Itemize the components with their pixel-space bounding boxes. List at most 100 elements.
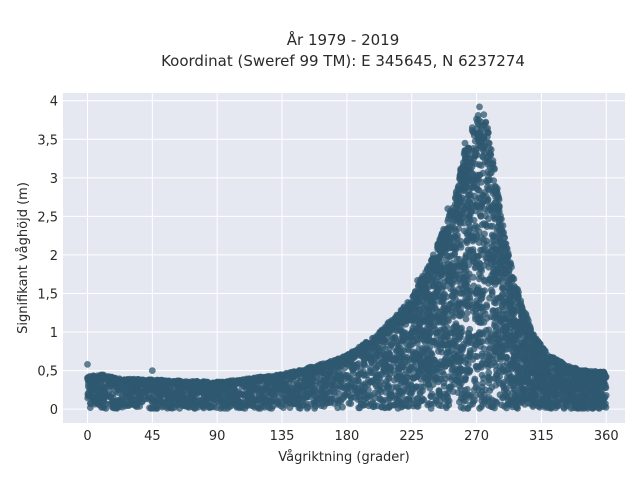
data-point xyxy=(468,183,476,191)
data-point xyxy=(475,299,483,306)
data-point xyxy=(470,258,477,266)
data-point xyxy=(95,392,102,400)
data-point xyxy=(351,393,358,401)
data-point xyxy=(467,191,474,199)
data-point xyxy=(476,161,483,169)
data-point xyxy=(492,245,500,253)
data-point xyxy=(114,384,122,391)
data-point xyxy=(483,303,491,311)
data-point xyxy=(416,325,424,333)
data-point xyxy=(386,352,394,360)
data-point xyxy=(329,380,337,387)
data-point xyxy=(489,403,497,410)
data-point xyxy=(162,399,170,407)
data-point xyxy=(478,267,485,275)
data-point xyxy=(436,392,444,399)
data-point xyxy=(325,388,333,396)
data-point xyxy=(510,310,518,317)
data-point xyxy=(442,402,450,410)
data-point xyxy=(482,386,489,394)
data-point xyxy=(498,269,506,276)
data-point xyxy=(205,404,213,411)
data-point xyxy=(472,362,480,370)
data-point xyxy=(386,370,394,377)
data-point xyxy=(477,343,484,350)
data-point xyxy=(520,354,528,362)
data-point xyxy=(407,390,415,398)
data-point xyxy=(495,311,503,319)
data-point xyxy=(503,334,511,342)
data-point xyxy=(377,371,385,379)
data-point xyxy=(562,397,570,405)
data-point xyxy=(462,295,469,303)
data-point xyxy=(503,360,511,367)
data-point xyxy=(239,404,247,412)
data-point xyxy=(293,384,301,392)
data-point xyxy=(540,383,547,391)
data-point xyxy=(580,405,588,412)
data-point xyxy=(347,400,355,407)
data-point xyxy=(88,387,95,394)
data-point xyxy=(462,315,470,323)
data-point xyxy=(477,233,485,241)
data-point xyxy=(499,393,507,401)
data-point xyxy=(440,225,447,233)
data-point xyxy=(520,394,528,402)
data-point xyxy=(461,366,469,374)
data-point xyxy=(534,381,542,389)
data-point xyxy=(546,392,554,400)
data-point xyxy=(448,244,456,252)
data-point xyxy=(487,260,494,268)
data-point xyxy=(406,334,413,342)
data-point xyxy=(487,276,495,284)
data-point xyxy=(461,204,469,212)
data-point xyxy=(455,301,463,308)
data-point xyxy=(341,391,349,399)
data-point xyxy=(349,376,357,384)
data-point xyxy=(425,380,432,388)
data-point xyxy=(194,403,202,411)
data-point xyxy=(447,346,455,354)
data-point xyxy=(133,401,141,409)
data-point xyxy=(452,322,460,330)
data-point xyxy=(328,395,336,403)
data-point xyxy=(432,306,440,314)
data-point xyxy=(337,398,345,405)
data-point xyxy=(113,402,121,410)
data-point xyxy=(463,239,471,247)
data-point xyxy=(582,388,590,395)
data-point xyxy=(536,374,544,381)
data-point xyxy=(441,264,449,272)
data-point xyxy=(305,382,312,390)
data-point xyxy=(376,386,384,394)
data-point xyxy=(416,388,424,396)
data-point xyxy=(425,400,433,407)
data-point xyxy=(477,194,484,202)
data-point xyxy=(498,284,506,292)
data-point xyxy=(496,275,503,282)
data-point xyxy=(469,356,477,363)
data-point xyxy=(397,348,405,356)
data-point xyxy=(358,370,365,377)
data-point xyxy=(465,197,472,205)
data-point xyxy=(354,378,362,385)
data-point xyxy=(466,350,474,358)
data-point xyxy=(408,341,416,348)
data-point xyxy=(445,307,452,315)
data-point xyxy=(386,344,394,352)
data-point xyxy=(427,269,435,277)
data-point xyxy=(487,361,495,369)
data-point xyxy=(223,386,231,394)
data-point xyxy=(530,362,537,370)
chart-title-line1: År 1979 - 2019 xyxy=(287,30,400,49)
data-point xyxy=(574,402,582,410)
data-point xyxy=(571,386,579,394)
data-point xyxy=(398,403,405,411)
data-point xyxy=(277,380,285,388)
data-point xyxy=(173,389,181,397)
data-point xyxy=(540,388,547,396)
data-point xyxy=(404,361,412,369)
data-point xyxy=(445,359,453,367)
